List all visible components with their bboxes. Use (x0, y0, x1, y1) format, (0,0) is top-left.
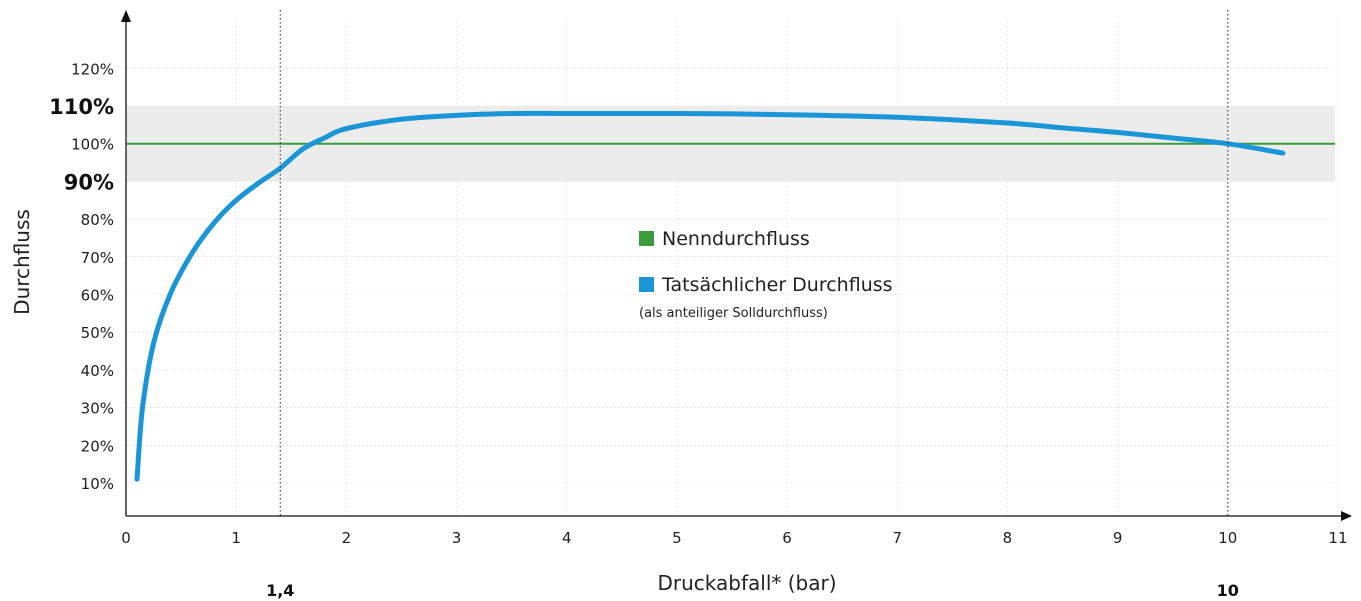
y-tick-label-70: 70% (81, 249, 114, 267)
marker-label-1-4: 1,4 (266, 581, 294, 600)
x-tick-label-3: 3 (452, 529, 462, 547)
x-tick-label-0: 0 (121, 529, 131, 547)
y-tick-label-50: 50% (81, 324, 114, 342)
legend-swatch-nenndurchfluss (639, 231, 654, 246)
x-axis-arrow (1341, 511, 1352, 521)
x-tick-label-2: 2 (342, 529, 352, 547)
y-tick-label-90: 90% (64, 170, 114, 194)
y-axis-title: Durchfluss (10, 209, 34, 315)
x-tick-label-11: 11 (1328, 529, 1347, 547)
x-tick-label-7: 7 (892, 529, 902, 547)
x-tick-label-9: 9 (1113, 529, 1123, 547)
y-tick-label-40: 40% (81, 362, 114, 380)
series-layer (127, 110, 1335, 482)
axes (121, 10, 1352, 521)
vertical-marker-layer: 1,4 10 (266, 10, 1239, 600)
marker-label-10: 10 (1217, 581, 1239, 600)
y-tick-label-30: 30% (81, 400, 114, 418)
tick-labels: 0 1 2 3 4 5 6 7 8 9 10 11 10% 20% 30% 40% 50% 60% 70% 80% 90… (49, 60, 1347, 547)
y-tick-label-10: 10% (81, 475, 114, 493)
legend-note: (als anteiliger Solldurchfluss) (639, 306, 828, 321)
y-tick-label-100: 100% (71, 136, 114, 154)
legend-label-nenndurchfluss: Nenndurchfluss (662, 228, 810, 250)
y-axis-arrow (121, 10, 131, 22)
grid-lines (126, 22, 1339, 516)
x-tick-label-5: 5 (672, 529, 682, 547)
y-tick-label-60: 60% (81, 287, 114, 305)
y-tick-label-110: 110% (49, 95, 114, 119)
legend-swatch-tatsaechlicher-durchfluss (639, 277, 654, 292)
legend: Nenndurchfluss Tatsächlicher Durchfluss … (639, 228, 893, 321)
x-tick-label-4: 4 (562, 529, 572, 547)
legend-label-tatsaechlicher-durchfluss: Tatsächlicher Durchfluss (661, 274, 893, 296)
y-tick-label-20: 20% (81, 437, 114, 455)
x-tick-label-8: 8 (1003, 529, 1013, 547)
x-axis-title: Druckabfall* (bar) (657, 571, 836, 595)
y-tick-label-80: 80% (81, 211, 114, 229)
y-tick-label-120: 120% (71, 60, 114, 78)
x-tick-label-10: 10 (1218, 529, 1237, 547)
x-tick-label-1: 1 (231, 529, 241, 547)
x-tick-label-6: 6 (782, 529, 792, 547)
series-line-tatsaechlicher-durchfluss (134, 110, 1286, 482)
